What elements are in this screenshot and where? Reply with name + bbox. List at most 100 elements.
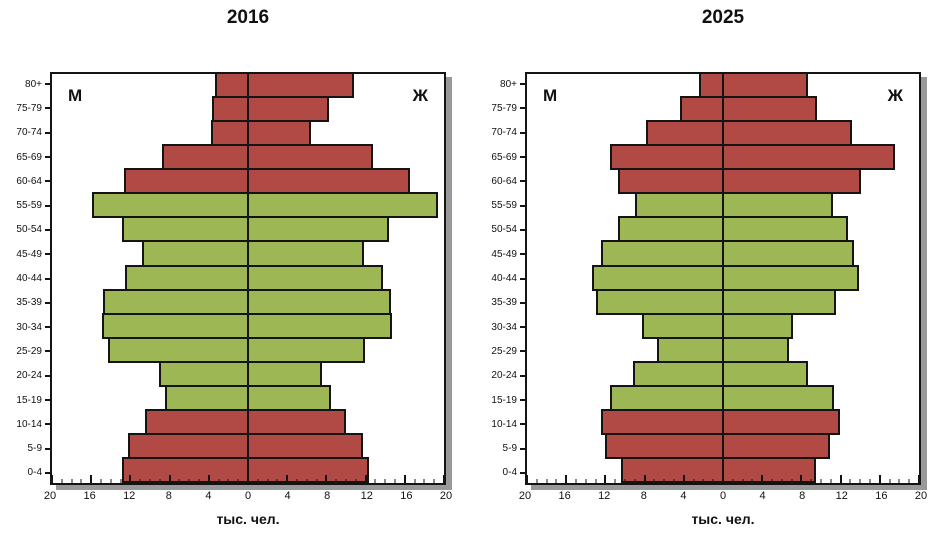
female-bar	[247, 384, 332, 411]
x-axis-tick-label: 4	[284, 490, 291, 502]
age-group-label: 20-24	[2, 364, 50, 388]
age-group-label: 60-64	[477, 169, 525, 193]
x-axis-tick-label: 20	[439, 490, 453, 502]
x-axis-tick	[643, 475, 646, 483]
x-axis-tick	[90, 475, 93, 483]
pyramid-row	[527, 336, 919, 363]
male-bar	[621, 457, 724, 483]
x-axis-tick	[159, 479, 161, 483]
age-group-label: 80+	[2, 72, 50, 96]
age-group-label: 35-39	[477, 291, 525, 315]
male-bar	[641, 312, 724, 339]
y-axis-tick	[45, 301, 50, 304]
x-axis-tick	[306, 479, 308, 483]
male-bar	[102, 288, 249, 315]
female-bar	[722, 192, 833, 219]
x-axis-tick	[227, 479, 229, 483]
y-axis-tick	[520, 374, 525, 377]
age-group-label: 75-79	[2, 96, 50, 120]
female-bar	[247, 408, 346, 435]
pyramid-row	[52, 192, 444, 219]
age-group-label: 65-69	[2, 145, 50, 169]
male-bar	[645, 120, 724, 147]
female-bar	[247, 288, 392, 315]
age-group-label: 30-34	[477, 315, 525, 339]
x-axis-tick	[71, 479, 73, 483]
x-axis-tick	[139, 479, 141, 483]
age-group-label: 55-59	[477, 193, 525, 217]
female-bar	[722, 384, 834, 411]
x-axis-tick	[682, 475, 685, 483]
x-axis-tick-label: 0	[244, 490, 252, 502]
male-bar	[618, 168, 724, 195]
male-bar	[145, 408, 249, 435]
x-axis-tick	[820, 479, 822, 483]
center-axis-line	[247, 74, 249, 483]
y-axis-tick	[45, 204, 50, 207]
pyramid-row	[52, 336, 444, 363]
plot-rows	[52, 74, 444, 483]
y-axis-tick	[520, 83, 525, 86]
age-group-label: 0-4	[2, 461, 50, 485]
x-axis-tick	[168, 475, 171, 483]
y-axis-tick	[45, 131, 50, 134]
x-axis-tick	[878, 475, 881, 483]
x-axis-tick-label: 12	[835, 490, 848, 502]
pyramid-row	[52, 216, 444, 243]
y-axis-tick	[520, 399, 525, 401]
x-axis-tick-label: 8	[640, 490, 647, 502]
age-group-label: 30-34	[2, 315, 50, 339]
x-axis-tick	[188, 479, 190, 483]
y-axis-tick	[45, 277, 50, 280]
male-bar	[92, 192, 249, 219]
male-bar	[610, 144, 724, 171]
y-axis-tick	[45, 156, 50, 159]
female-bar	[722, 144, 896, 171]
male-bar	[618, 216, 724, 243]
pyramid-chart-2025: 2025 80+ 75-79 70-74 65-69 60-64 55-59 50-54 45…	[470, 0, 941, 536]
x-axis-tick	[771, 479, 773, 483]
female-bar	[247, 312, 393, 339]
x-axis-tick	[403, 475, 406, 483]
female-bar	[247, 216, 390, 243]
y-axis-tick	[45, 180, 50, 183]
pyramid-row	[527, 432, 919, 459]
x-axis-tick-label: 0	[719, 490, 727, 502]
x-axis-tick-label: 16	[83, 490, 96, 502]
male-bar	[600, 240, 724, 267]
y-axis-tick	[45, 374, 50, 377]
x-axis-tick	[316, 479, 318, 483]
male-bar	[600, 408, 724, 435]
x-axis-tick	[702, 479, 704, 483]
x-axis-tick	[575, 479, 577, 483]
male-bar	[158, 360, 249, 387]
x-axis-tick	[149, 479, 151, 483]
x-axis-tick	[178, 479, 180, 483]
x-axis-tick-label: 8	[324, 490, 331, 502]
age-group-label: 45-49	[2, 242, 50, 266]
y-axis-tick	[520, 471, 525, 474]
x-axis-tick	[218, 479, 220, 483]
x-tick-strip	[526, 473, 920, 483]
y-axis-tick	[45, 83, 50, 86]
male-side-label: М	[543, 86, 558, 105]
pyramid-row	[52, 432, 444, 459]
female-bar	[247, 264, 384, 291]
x-axis-tick	[364, 475, 367, 483]
x-axis-tick	[830, 479, 832, 483]
male-bar	[211, 96, 249, 123]
y-axis-tick	[520, 253, 525, 256]
age-group-label: 80+	[477, 72, 525, 96]
female-bar	[722, 360, 809, 387]
y-axis-tick	[520, 107, 525, 110]
x-axis-tick	[673, 479, 675, 483]
female-bar	[247, 120, 311, 147]
y-axis-tick	[45, 228, 50, 231]
x-axis-tick	[414, 479, 416, 483]
x-axis-tick	[384, 479, 386, 483]
pyramid-row	[52, 120, 444, 147]
x-axis-tick	[732, 479, 734, 483]
pyramid-row	[52, 144, 444, 171]
y-axis-tick	[520, 204, 525, 207]
